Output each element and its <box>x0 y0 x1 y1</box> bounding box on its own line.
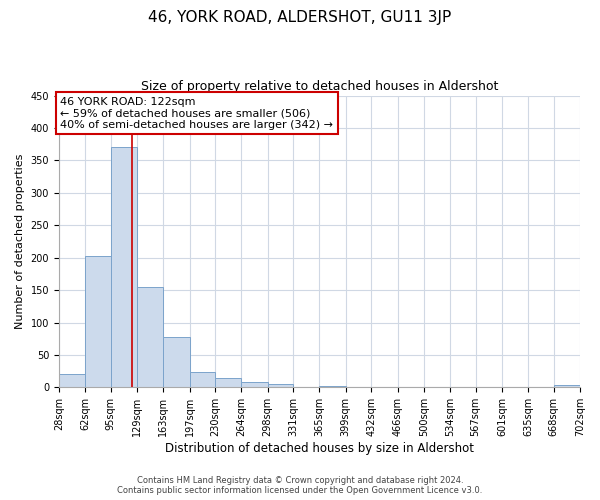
Y-axis label: Number of detached properties: Number of detached properties <box>15 154 25 329</box>
Bar <box>137 287 163 388</box>
Bar <box>215 378 241 388</box>
Text: 46 YORK ROAD: 122sqm
← 59% of detached houses are smaller (506)
40% of semi-deta: 46 YORK ROAD: 122sqm ← 59% of detached h… <box>61 97 334 130</box>
Bar <box>111 148 137 388</box>
Bar <box>319 386 346 388</box>
Title: Size of property relative to detached houses in Aldershot: Size of property relative to detached ho… <box>141 80 498 93</box>
Text: 46, YORK ROAD, ALDERSHOT, GU11 3JP: 46, YORK ROAD, ALDERSHOT, GU11 3JP <box>148 10 452 25</box>
Bar <box>85 256 111 388</box>
X-axis label: Distribution of detached houses by size in Aldershot: Distribution of detached houses by size … <box>165 442 474 455</box>
Bar <box>163 337 190 388</box>
Bar <box>241 382 268 388</box>
Bar <box>554 386 580 388</box>
Bar <box>59 374 85 388</box>
Bar <box>190 372 215 388</box>
Text: Contains HM Land Registry data © Crown copyright and database right 2024.
Contai: Contains HM Land Registry data © Crown c… <box>118 476 482 495</box>
Bar <box>268 384 293 388</box>
